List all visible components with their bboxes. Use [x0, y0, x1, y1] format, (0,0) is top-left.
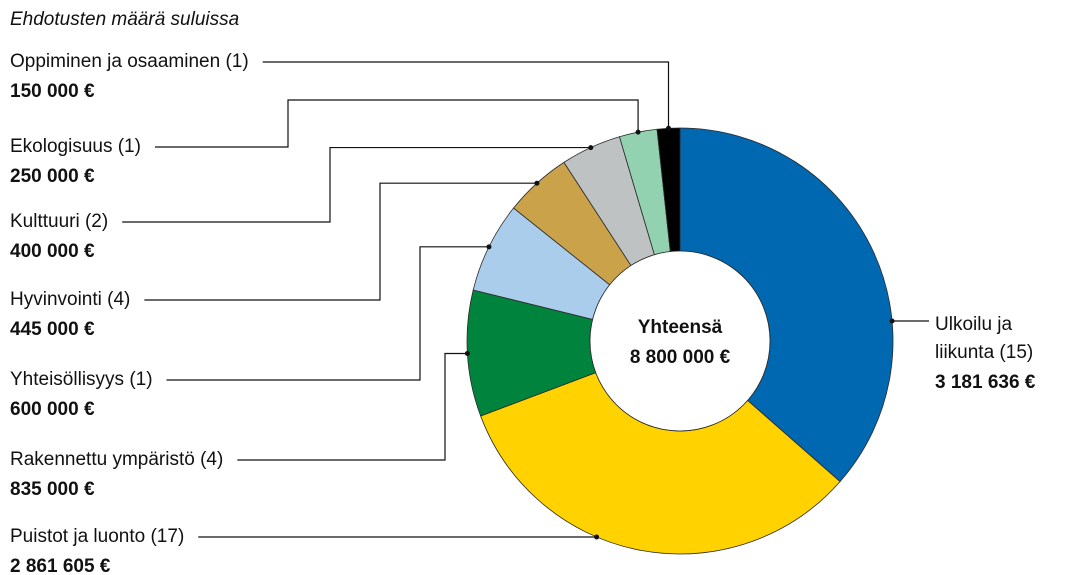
chart-subtitle: Ehdotusten määrä suluissa — [10, 9, 239, 30]
category-label: Oppiminen ja osaaminen (1) — [10, 51, 249, 72]
leader-line — [166, 246, 489, 381]
leader-dot — [889, 318, 895, 324]
category-label: Kulttuuri (2) — [10, 211, 108, 232]
value-label: 400 000 € — [10, 241, 95, 262]
category-label: Ulkoilu ja liikunta (15) — [935, 314, 1033, 363]
category-label: Hyvinvointi (4) — [10, 289, 130, 310]
category-label: Ekologisuus (1) — [10, 136, 141, 157]
leader-dot — [534, 180, 540, 186]
center-value: 8 800 000 € — [630, 347, 731, 368]
leader-dot — [588, 145, 594, 151]
leader-dot — [594, 534, 600, 540]
category-label: Puistot ja luonto (17) — [10, 526, 184, 547]
value-label: 3 181 636 € — [935, 372, 1036, 393]
value-label: 600 000 € — [10, 399, 95, 420]
leader-dot — [486, 244, 492, 250]
leader-dot — [464, 351, 470, 357]
leader-dot — [635, 129, 641, 135]
leader-line — [237, 352, 468, 461]
leader-line — [122, 146, 591, 223]
value-label: 835 000 € — [10, 479, 95, 500]
center-label: Yhteensä — [638, 317, 723, 338]
leader-line — [262, 61, 670, 129]
leader-line — [154, 99, 639, 148]
value-label: 2 861 605 € — [10, 556, 111, 575]
value-label: 250 000 € — [10, 166, 95, 187]
value-label: 150 000 € — [10, 81, 95, 102]
donut-hole — [589, 250, 771, 432]
category-label: Rakennettu ympäristö (4) — [10, 449, 223, 470]
leader-line — [144, 182, 537, 301]
category-label: Yhteisöllisyys (1) — [10, 369, 153, 390]
leader-dot — [665, 125, 671, 131]
value-label: 445 000 € — [10, 319, 95, 340]
